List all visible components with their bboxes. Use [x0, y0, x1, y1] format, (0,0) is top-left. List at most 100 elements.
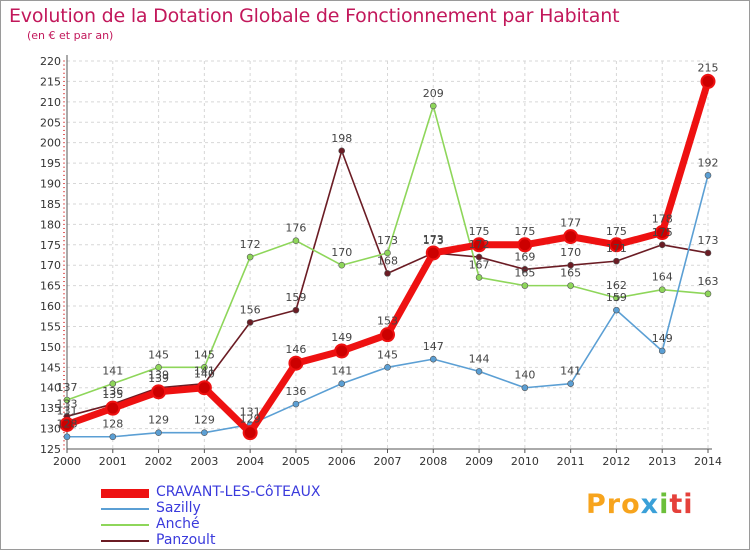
data-label: 140 [514, 369, 535, 382]
data-label: 141 [331, 365, 352, 378]
data-point [63, 396, 71, 404]
y-tick-label: 170 [40, 259, 61, 272]
data-point [700, 73, 716, 89]
y-tick-label: 195 [40, 157, 61, 170]
data-point [292, 237, 300, 245]
data-label: 139 [148, 372, 169, 385]
data-point [475, 274, 483, 281]
data-label: 170 [331, 246, 352, 259]
data-label: 145 [194, 348, 215, 361]
data-label: 215 [698, 61, 719, 74]
x-tick-label: 2006 [328, 455, 356, 468]
data-point [608, 237, 624, 253]
data-point [384, 249, 391, 257]
axes: 1251301351401451501551601651701751801851… [40, 55, 722, 468]
x-tick-label: 2009 [465, 455, 493, 468]
x-tick-label: 2013 [648, 455, 676, 468]
y-tick-label: 185 [40, 198, 61, 211]
series-lines [59, 73, 716, 441]
data-label: 173 [698, 234, 719, 247]
data-point [201, 429, 208, 436]
data-point [292, 400, 300, 408]
data-label: 129 [148, 414, 169, 427]
y-tick-label: 140 [40, 382, 61, 395]
data-point [109, 380, 117, 387]
y-tick-label: 125 [40, 443, 61, 456]
data-point [429, 355, 437, 363]
data-label: 159 [606, 291, 627, 304]
data-label: 131 [240, 405, 261, 418]
data-point [288, 355, 304, 371]
data-label: 129 [240, 413, 261, 426]
legend-label-panzoult: Panzoult [156, 532, 216, 548]
data-point [567, 380, 574, 387]
data-point [475, 368, 483, 375]
legend-swatch-anche [101, 524, 149, 526]
data-label: 175 [652, 226, 673, 239]
data-label: 156 [240, 303, 261, 316]
data-point [517, 237, 533, 253]
data-label: 165 [514, 267, 535, 280]
data-point [338, 261, 346, 269]
y-tick-label: 215 [40, 75, 61, 88]
data-label: 149 [652, 332, 673, 345]
x-tick-label: 2010 [511, 455, 539, 468]
legend-label-sazilly: Sazilly [156, 500, 201, 516]
legend-label-cravant: CRAVANT-LES-CôTEAUX [156, 484, 321, 500]
data-point [521, 282, 529, 289]
data-labels: 133 136 139 141 156 159 198 168 173 172 169 170 171 1… [57, 61, 719, 430]
data-point [63, 433, 71, 441]
grid-lines [66, 60, 709, 450]
x-tick-label: 2012 [602, 455, 630, 468]
data-label: 159 [285, 291, 306, 304]
data-point [658, 286, 666, 294]
data-point [704, 172, 712, 179]
data-label: 175 [469, 225, 490, 238]
data-label: 140 [194, 368, 215, 381]
data-label: 173 [377, 234, 398, 247]
data-label: 145 [377, 348, 398, 361]
data-point [658, 241, 666, 249]
data-point [613, 257, 620, 265]
data-label: 145 [148, 348, 169, 361]
y-tick-label: 165 [40, 280, 61, 293]
x-tick-label: 2005 [282, 455, 310, 468]
y-tick-label: 135 [40, 402, 61, 415]
data-point [429, 102, 437, 110]
data-label: 163 [698, 275, 719, 288]
data-label: 175 [606, 225, 627, 238]
y-tick-label: 180 [40, 218, 61, 231]
data-point [155, 364, 162, 371]
data-point [567, 282, 574, 289]
data-point [151, 384, 167, 400]
data-label: 136 [102, 385, 123, 398]
chart-title: Evolution de la Dotation Globale de Fonc… [9, 5, 620, 27]
data-point [338, 147, 346, 155]
data-label: 173 [423, 234, 444, 247]
proxiti-logo: Proxiti [586, 489, 694, 520]
y-tick-label: 130 [40, 423, 61, 436]
data-label: 177 [560, 217, 581, 230]
data-label: 139 [148, 369, 169, 382]
data-label: 162 [606, 279, 627, 292]
data-label: 165 [560, 267, 581, 280]
data-point [155, 429, 162, 436]
data-point [384, 270, 391, 277]
data-point [384, 364, 391, 371]
data-point [380, 327, 395, 343]
data-label: 147 [423, 340, 444, 353]
data-point [521, 265, 529, 273]
data-label: 141 [102, 365, 123, 378]
data-label: 141 [560, 365, 581, 378]
y-tick-label: 145 [40, 361, 61, 374]
y-tick-label: 155 [40, 320, 61, 333]
data-label: 192 [698, 156, 719, 169]
data-point [246, 253, 254, 261]
data-label: 164 [652, 271, 673, 284]
data-label: 167 [469, 258, 490, 271]
chart-subtitle: (en € et par an) [27, 29, 114, 42]
y-tick-label: 175 [40, 239, 61, 252]
data-point [242, 425, 258, 441]
data-label: 129 [194, 414, 215, 427]
